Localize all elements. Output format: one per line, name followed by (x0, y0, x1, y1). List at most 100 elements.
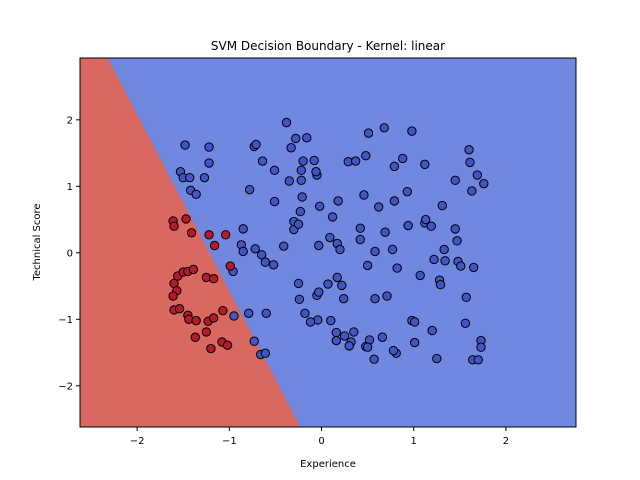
data-point-positive-4 (302, 133, 312, 143)
data-point-positive-37 (311, 166, 321, 177)
data-point-negative-10 (188, 264, 199, 275)
data-point-positive-74 (380, 227, 390, 237)
data-point-positive-48 (297, 192, 307, 202)
data-point-positive-120 (461, 292, 471, 303)
data-point-positive-92 (314, 287, 324, 297)
data-point-positive-29 (191, 189, 201, 199)
data-point-positive-27 (185, 172, 195, 183)
data-point-positive-60 (450, 224, 460, 234)
y-axis: −2 −1 0 1 2 (58, 115, 80, 392)
data-point-positive-64 (256, 250, 267, 260)
data-point-positive-128 (249, 336, 259, 346)
data-point-negative-2 (181, 214, 191, 224)
data-point-positive-14 (361, 151, 371, 161)
data-point-positive-72 (355, 234, 365, 245)
y-tick-label: 2 (67, 115, 73, 126)
data-point-positive-105 (331, 335, 341, 346)
data-point-negative-5 (209, 240, 220, 251)
x-tick-label: −2 (130, 436, 145, 447)
data-point-positive-123 (369, 354, 379, 364)
data-point-positive-98 (244, 308, 254, 319)
data-point-positive-57 (421, 214, 431, 225)
y-axis-label: Technical Score (32, 203, 43, 281)
data-point-positive-42 (238, 224, 248, 234)
data-point-positive-94 (337, 280, 347, 291)
data-point-positive-67 (279, 241, 289, 251)
data-point-positive-103 (326, 315, 336, 326)
data-point-positive-90 (294, 294, 305, 305)
data-point-positive-53 (374, 202, 384, 212)
plot-area (80, 58, 576, 427)
data-point-positive-93 (323, 279, 333, 289)
data-point-positive-78 (439, 244, 449, 255)
data-point-positive-88 (332, 272, 342, 283)
data-point-positive-87 (362, 260, 373, 271)
data-point-positive-73 (370, 246, 380, 257)
data-point-positive-86 (435, 280, 446, 290)
data-point-negative-4 (204, 230, 214, 240)
data-point-positive-32 (244, 184, 255, 195)
data-point-positive-34 (284, 176, 294, 186)
y-tick-label: −1 (58, 315, 73, 326)
data-point-negative-16 (168, 291, 178, 301)
x-axis-label: Experience (300, 459, 356, 470)
x-tick-label: −1 (222, 436, 237, 447)
data-point-positive-68 (314, 240, 324, 251)
data-point-negative-6 (220, 230, 231, 240)
data-point-positive-129 (260, 348, 271, 358)
data-point-positive-82 (456, 261, 466, 271)
data-point-positive-40 (450, 175, 460, 186)
data-point-positive-9 (298, 156, 308, 166)
data-point-positive-62 (238, 246, 248, 257)
data-point-positive-102 (305, 317, 316, 327)
data-point-positive-75 (387, 244, 398, 255)
data-point-positive-51 (333, 196, 343, 206)
data-point-positive-2 (281, 117, 292, 128)
data-point-negative-1 (169, 221, 179, 231)
data-point-negative-27 (206, 343, 216, 354)
data-point-positive-95 (338, 293, 349, 304)
data-point-positive-84 (415, 270, 425, 281)
data-point-positive-79 (440, 256, 450, 266)
data-point-positive-23 (472, 170, 483, 180)
data-point-positive-66 (268, 260, 279, 270)
chart-title: SVM Decision Boundary - Kernel: linear (211, 39, 445, 53)
data-point-positive-17 (389, 161, 400, 172)
data-point-negative-18 (174, 303, 185, 314)
data-point-positive-109 (344, 341, 354, 351)
data-point-negative-25 (190, 332, 200, 342)
data-point-positive-69 (325, 232, 335, 243)
data-point-positive-63 (250, 244, 260, 254)
data-point-positive-130 (229, 311, 239, 321)
data-point-positive-30 (199, 172, 210, 183)
data-point-positive-41 (467, 186, 477, 196)
data-point-positive-47 (295, 206, 306, 217)
data-point-positive-43 (269, 196, 280, 207)
data-point-positive-132 (362, 342, 373, 352)
data-point-positive-97 (382, 291, 392, 301)
data-point-negative-29 (222, 340, 233, 350)
data-point-positive-65 (260, 257, 271, 267)
data-point-positive-77 (429, 254, 439, 265)
data-point-positive-16 (379, 123, 389, 133)
data-point-positive-122 (476, 342, 486, 352)
data-point-positive-13 (350, 156, 361, 166)
data-point-positive-89 (293, 278, 304, 289)
x-tick-label: 1 (411, 436, 417, 447)
data-point-positive-71 (335, 244, 345, 255)
data-point-positive-55 (403, 220, 413, 231)
y-tick-label: 1 (67, 182, 73, 193)
data-point-positive-112 (377, 332, 388, 342)
decision-region-negative (80, 58, 301, 427)
data-point-negative-23 (208, 313, 219, 323)
data-point-positive-119 (460, 318, 471, 328)
data-point-positive-52 (355, 223, 365, 233)
data-point-positive-7 (257, 156, 268, 166)
data-point-positive-100 (300, 308, 310, 319)
data-point-positive-117 (409, 337, 420, 348)
data-point-positive-1 (204, 142, 214, 152)
y-tick-label: −2 (58, 381, 73, 392)
data-point-positive-49 (315, 201, 325, 211)
data-point-positive-0 (180, 140, 190, 150)
